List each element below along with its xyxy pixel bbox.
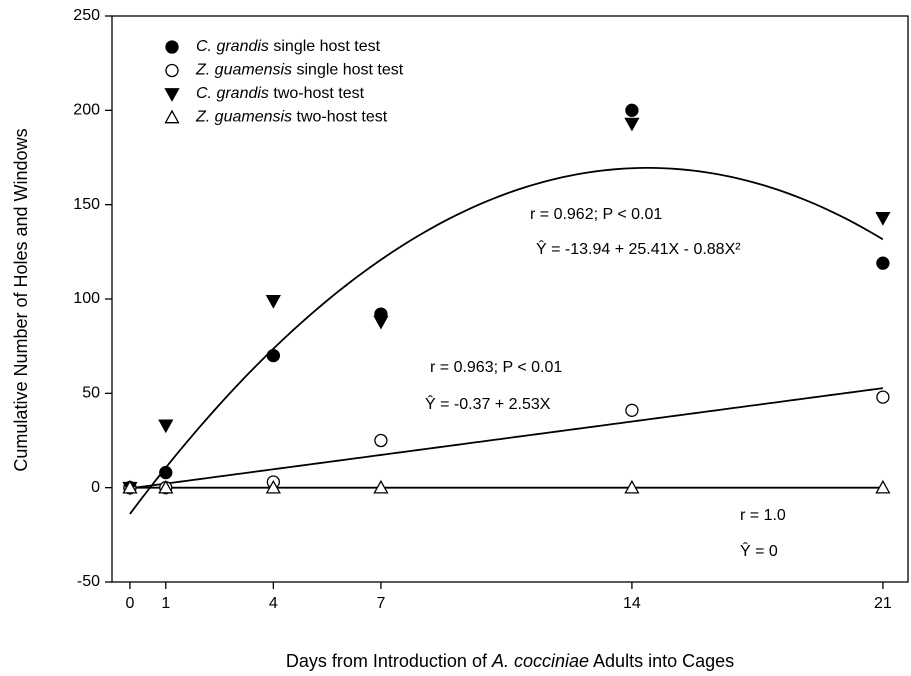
x-axis-label-part: Adults into Cages — [589, 651, 734, 671]
legend-label: Z. guamensis two-host test — [195, 109, 388, 126]
fit-equation: Ŷ = -0.37 + 2.53X — [425, 394, 551, 413]
point — [374, 433, 388, 448]
point — [158, 479, 174, 494]
y-tick-label: -50 — [77, 573, 100, 590]
legend-marker — [165, 63, 179, 78]
x-axis-label-part: A. cocciniae — [491, 651, 589, 671]
legend-marker — [165, 40, 179, 54]
x-axis-label: Days from Introduction of A. cocciniae A… — [286, 651, 734, 671]
point — [875, 479, 891, 494]
x-tick-label: 7 — [376, 595, 385, 612]
y-tick-label: 50 — [82, 385, 100, 402]
point — [265, 479, 281, 494]
legend-marker — [164, 88, 180, 102]
point — [625, 403, 639, 417]
point — [373, 479, 389, 494]
legend-marker — [164, 109, 180, 124]
fit-equation: Ŷ = 0 — [740, 541, 778, 560]
fit-r-label: r = 0.962; P < 0.01 — [530, 206, 662, 223]
x-tick-label: 14 — [623, 595, 641, 612]
legend-label: C. grandis single host test — [196, 38, 381, 55]
point — [373, 315, 389, 330]
x-axis-label-part: Days from Introduction of — [286, 651, 492, 671]
point — [624, 117, 640, 132]
y-tick-label: 150 — [73, 196, 100, 213]
fit-line — [129, 387, 884, 490]
fit-r-label: r = 0.963; P < 0.01 — [430, 359, 562, 376]
x-tick-label: 4 — [269, 595, 278, 612]
point — [625, 103, 639, 117]
y-axis-label: Cumulative Number of Holes and Windows — [11, 128, 31, 471]
fit-equation: Ŷ = -13.94 + 25.41X - 0.88X² — [536, 239, 741, 258]
y-tick-label: 100 — [73, 290, 100, 307]
x-tick-label: 0 — [125, 595, 134, 612]
point — [876, 390, 890, 404]
point — [265, 295, 281, 309]
point — [624, 479, 640, 494]
point — [122, 479, 138, 494]
point — [159, 465, 173, 480]
point — [875, 212, 891, 226]
y-tick-label: 250 — [73, 7, 100, 24]
y-tick-label: 0 — [91, 479, 100, 496]
x-tick-label: 1 — [161, 595, 170, 612]
x-tick-label: 21 — [874, 595, 892, 612]
point — [158, 419, 174, 434]
fit-r-label: r = 1.0 — [740, 507, 786, 524]
legend-label: Z. guamensis single host test — [195, 62, 404, 79]
point — [266, 348, 281, 363]
point — [876, 256, 890, 270]
y-tick-label: 200 — [73, 102, 100, 119]
legend-label: C. grandis two-host test — [196, 85, 365, 102]
fit-line — [129, 167, 884, 515]
